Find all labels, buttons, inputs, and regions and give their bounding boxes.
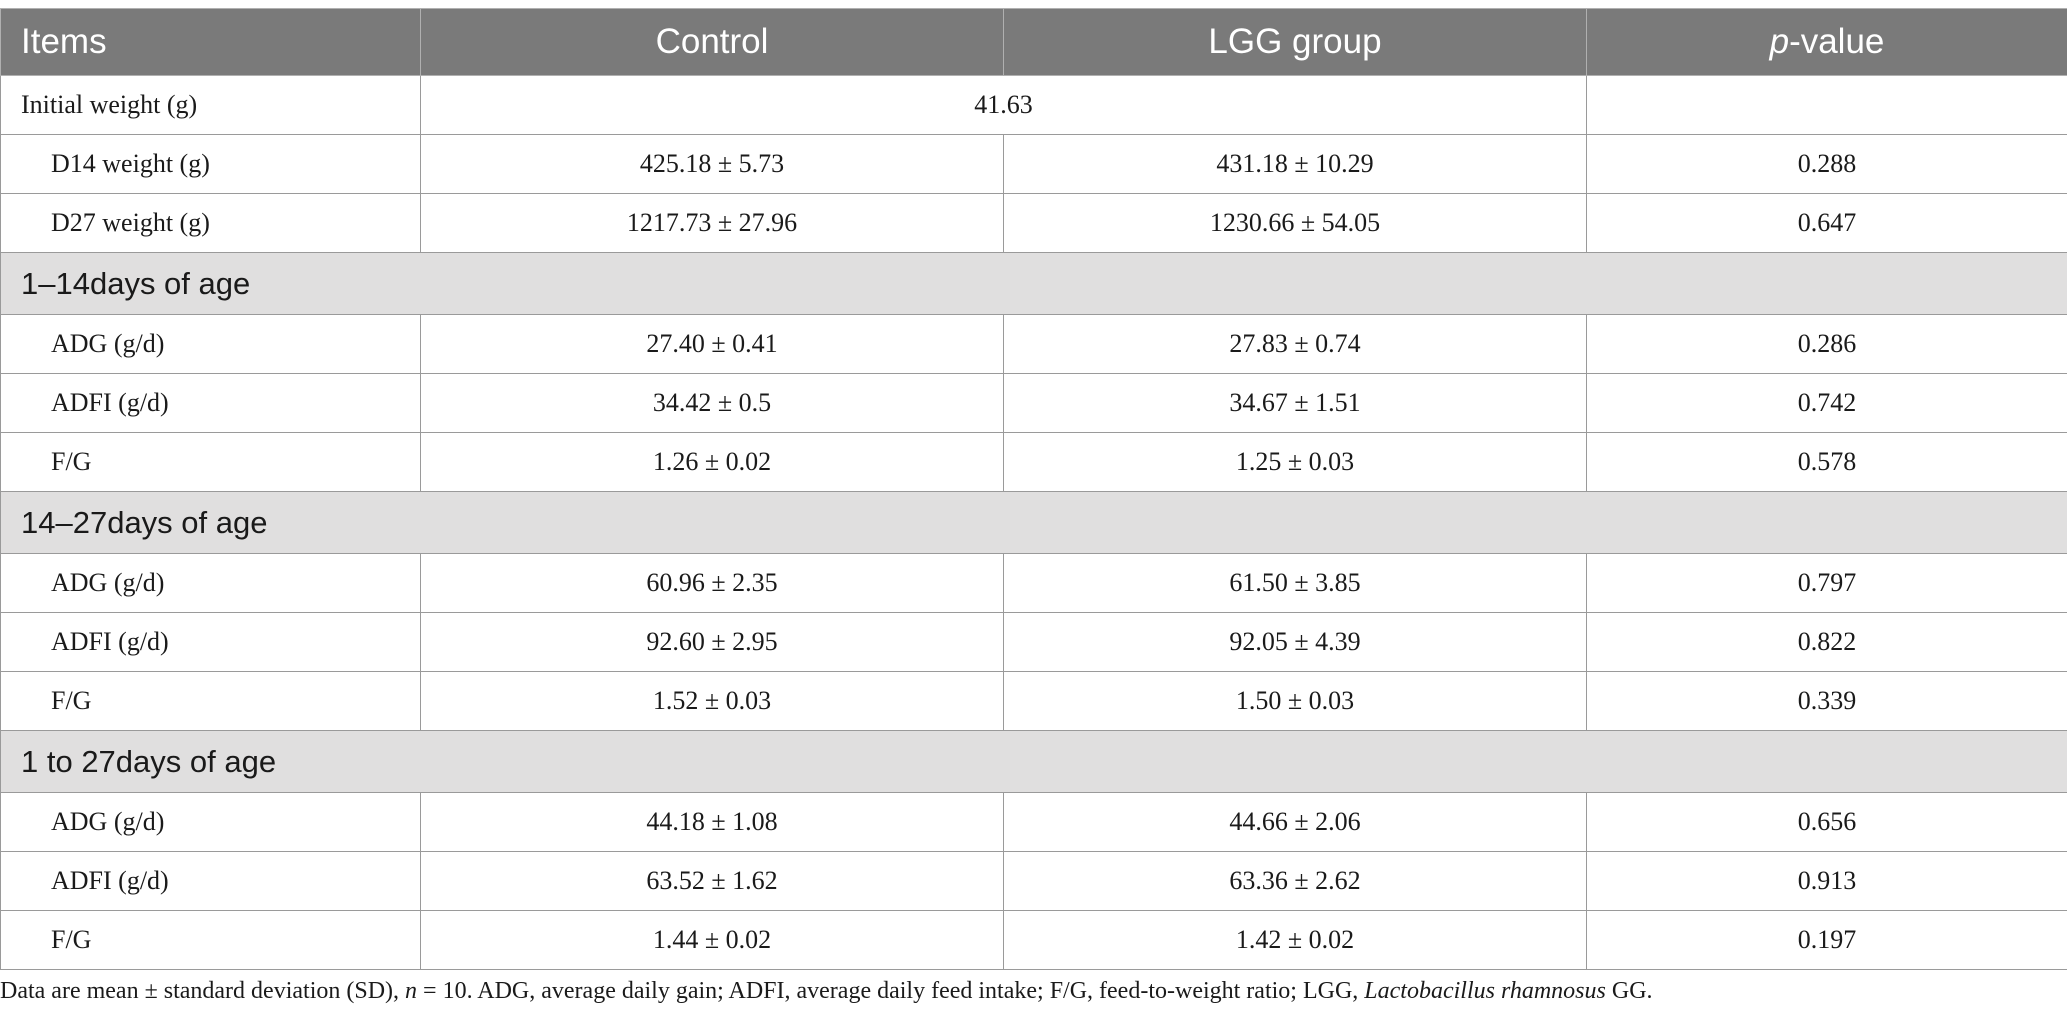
lgg-value: 34.67 ± 1.51	[1003, 373, 1587, 433]
control-value: 92.60 ± 2.95	[420, 612, 1004, 672]
table-row: D27 weight (g) 1217.73 ± 27.96 1230.66 ±…	[0, 193, 2067, 253]
row-label: ADFI (g/d)	[0, 851, 421, 911]
row-label: Initial weight (g)	[0, 75, 421, 135]
table-row-initial-weight: Initial weight (g) 41.63	[0, 75, 2067, 135]
p-value: 0.822	[1586, 612, 2067, 672]
control-value: 1.26 ± 0.02	[420, 432, 1004, 492]
row-label: D27 weight (g)	[0, 193, 421, 253]
control-value: 44.18 ± 1.08	[420, 792, 1004, 852]
table-row: D14 weight (g) 425.18 ± 5.73 431.18 ± 10…	[0, 134, 2067, 194]
header-p-suffix: -value	[1789, 22, 1885, 61]
section-header-14-27-days: 14–27days of age	[0, 491, 2067, 554]
row-label: ADG (g/d)	[0, 314, 421, 374]
p-value: 0.913	[1586, 851, 2067, 911]
lgg-value: 1.42 ± 0.02	[1003, 910, 1587, 970]
lgg-value: 1.50 ± 0.03	[1003, 671, 1587, 731]
table-row: ADFI (g/d) 63.52 ± 1.62 63.36 ± 2.62 0.9…	[0, 851, 2067, 911]
header-row: Items Control LGG group p-value	[0, 8, 2067, 76]
control-value: 27.40 ± 0.41	[420, 314, 1004, 374]
row-label: ADFI (g/d)	[0, 612, 421, 672]
p-value: 0.286	[1586, 314, 2067, 374]
table-row: F/G 1.26 ± 0.02 1.25 ± 0.03 0.578	[0, 432, 2067, 492]
lgg-value: 1.25 ± 0.03	[1003, 432, 1587, 492]
table-row: F/G 1.44 ± 0.02 1.42 ± 0.02 0.197	[0, 910, 2067, 970]
table-row: F/G 1.52 ± 0.03 1.50 ± 0.03 0.339	[0, 671, 2067, 731]
table-row: ADG (g/d) 60.96 ± 2.35 61.50 ± 3.85 0.79…	[0, 553, 2067, 613]
header-control: Control	[420, 8, 1004, 76]
section-title: 14–27days of age	[0, 491, 2067, 554]
control-value: 1217.73 ± 27.96	[420, 193, 1004, 253]
p-value: 0.288	[1586, 134, 2067, 194]
row-label: ADG (g/d)	[0, 792, 421, 852]
header-p-value: p-value	[1586, 8, 2067, 76]
control-value: 1.44 ± 0.02	[420, 910, 1004, 970]
control-value: 425.18 ± 5.73	[420, 134, 1004, 194]
section-header-1-14-days: 1–14days of age	[0, 252, 2067, 315]
footnote-species: Lactobacillus rhamnosus	[1364, 978, 1606, 1004]
control-value: 1.52 ± 0.03	[420, 671, 1004, 731]
table-row: ADG (g/d) 44.18 ± 1.08 44.66 ± 2.06 0.65…	[0, 792, 2067, 852]
table-row: ADG (g/d) 27.40 ± 0.41 27.83 ± 0.74 0.28…	[0, 314, 2067, 374]
section-title: 1–14days of age	[0, 252, 2067, 315]
lgg-value: 44.66 ± 2.06	[1003, 792, 1587, 852]
footnote-part-3: GG.	[1605, 978, 1653, 1004]
control-value: 34.42 ± 0.5	[420, 373, 1004, 433]
control-value: 63.52 ± 1.62	[420, 851, 1004, 911]
header-items: Items	[0, 8, 421, 76]
footnote-part-2: = 10. ADG, average daily gain; ADFI, ave…	[417, 978, 1365, 1004]
header-lgg-group: LGG group	[1003, 8, 1587, 76]
section-title: 1 to 27days of age	[0, 730, 2067, 793]
row-label: D14 weight (g)	[0, 134, 421, 194]
row-label: F/G	[0, 910, 421, 970]
row-label: F/G	[0, 671, 421, 731]
results-table-container: Items Control LGG group p-value Initial …	[0, 8, 2067, 970]
table-row: ADFI (g/d) 92.60 ± 2.95 92.05 ± 4.39 0.8…	[0, 612, 2067, 672]
p-value-cell	[1586, 75, 2067, 135]
initial-weight-value: 41.63	[420, 75, 1587, 135]
lgg-value: 92.05 ± 4.39	[1003, 612, 1587, 672]
p-value: 0.339	[1586, 671, 2067, 731]
footnote-n: n	[405, 978, 418, 1004]
p-value: 0.197	[1586, 910, 2067, 970]
p-value: 0.647	[1586, 193, 2067, 253]
table-header: Items Control LGG group p-value	[0, 8, 2067, 76]
lgg-value: 63.36 ± 2.62	[1003, 851, 1587, 911]
table-row: ADFI (g/d) 34.42 ± 0.5 34.67 ± 1.51 0.74…	[0, 373, 2067, 433]
lgg-value: 27.83 ± 0.74	[1003, 314, 1587, 374]
p-value: 0.578	[1586, 432, 2067, 492]
section-header-1-to-27-days: 1 to 27days of age	[0, 730, 2067, 793]
row-label: F/G	[0, 432, 421, 492]
p-value: 0.742	[1586, 373, 2067, 433]
lgg-value: 431.18 ± 10.29	[1003, 134, 1587, 194]
growth-performance-table: Items Control LGG group p-value Initial …	[0, 8, 2067, 970]
row-label: ADG (g/d)	[0, 553, 421, 613]
p-value: 0.797	[1586, 553, 2067, 613]
control-value: 60.96 ± 2.35	[420, 553, 1004, 613]
p-value: 0.656	[1586, 792, 2067, 852]
footnote-part-1: Data are mean ± standard deviation (SD),	[0, 978, 406, 1004]
table-footnote: Data are mean ± standard deviation (SD),…	[0, 978, 1653, 1005]
lgg-value: 1230.66 ± 54.05	[1003, 193, 1587, 253]
lgg-value: 61.50 ± 3.85	[1003, 553, 1587, 613]
row-label: ADFI (g/d)	[0, 373, 421, 433]
table-body: Initial weight (g) 41.63 D14 weight (g) …	[0, 75, 2067, 970]
header-p-letter: p	[1769, 22, 1790, 61]
